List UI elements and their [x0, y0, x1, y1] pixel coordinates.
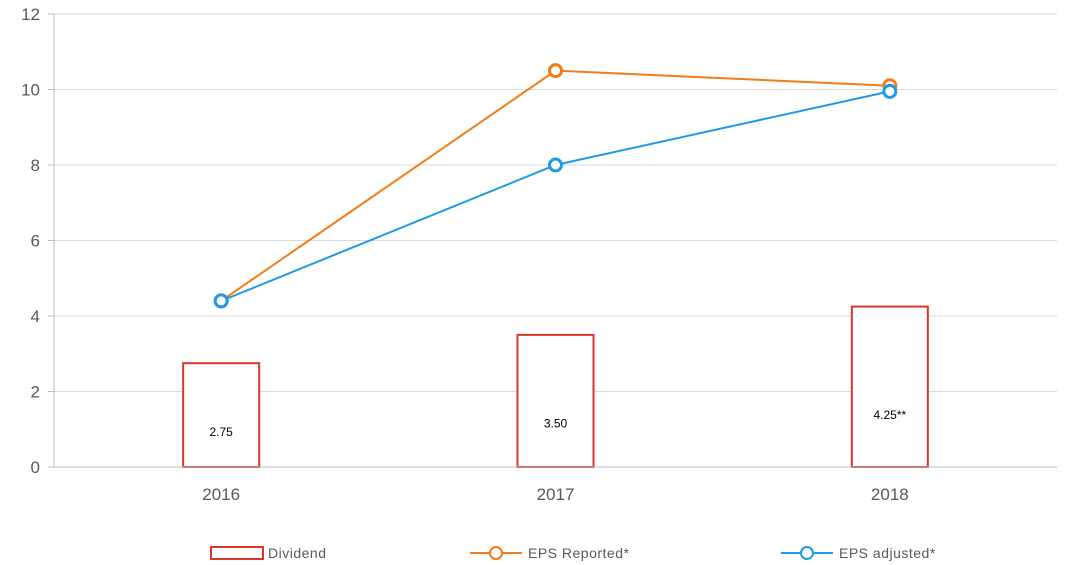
series-line-eps-reported — [220, 69, 890, 302]
dividend-bars: 2.75 3.50 4.25** — [182, 305, 929, 468]
y-tick-label: 2 — [31, 383, 40, 402]
legend-label-series: EPS adjusted* — [839, 545, 936, 561]
axes: 0 2 4 6 8 10 12 2016 2017 2018 — [21, 5, 1057, 504]
legend-swatch-marker — [489, 546, 503, 560]
eps-lines — [213, 63, 898, 309]
dividend-bar — [850, 305, 929, 468]
legend-label-dividend: Dividend — [268, 545, 326, 561]
x-tick-label: 2018 — [871, 485, 909, 504]
dividend-bar — [182, 362, 261, 468]
series-line-eps-adjusted — [220, 90, 891, 302]
legend-swatch-dividend — [210, 546, 264, 560]
dividend-data-label: 2.75 — [209, 425, 233, 439]
series-point — [548, 157, 563, 173]
dividend-data-label: 4.25** — [873, 408, 906, 422]
y-tick-label: 8 — [31, 156, 40, 175]
series-point — [213, 293, 229, 309]
dividend-data-label: 3.50 — [544, 416, 568, 430]
legend-swatch-marker — [800, 546, 814, 560]
legend: Dividend EPS Reported* EPS adjusted* — [210, 545, 936, 561]
series-point — [882, 83, 898, 99]
dividend-bar — [516, 333, 595, 468]
x-tick-label: 2017 — [537, 485, 575, 504]
y-tick-label: 6 — [31, 232, 40, 251]
y-tick-label: 4 — [31, 307, 40, 326]
y-tick-label: 12 — [21, 5, 40, 24]
legend-label-series: EPS Reported* — [528, 545, 629, 561]
y-tick-label: 10 — [21, 81, 40, 100]
series-point — [548, 63, 563, 79]
y-tick-label: 0 — [31, 458, 40, 477]
x-tick-label: 2016 — [202, 485, 240, 504]
